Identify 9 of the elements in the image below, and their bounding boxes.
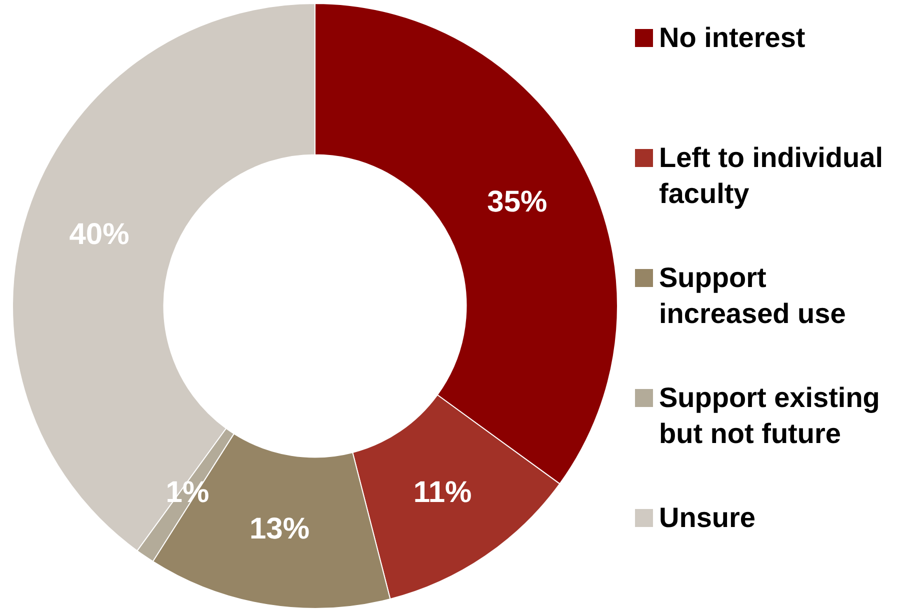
legend-label: Unsure xyxy=(659,501,756,535)
legend-label: Support increased use xyxy=(659,261,847,331)
data-label: 13% xyxy=(249,512,310,546)
legend-label: No interest xyxy=(659,21,806,55)
data-label: 11% xyxy=(413,476,472,509)
data-label: 35% xyxy=(487,185,548,218)
legend-label: Support existing but not future xyxy=(659,381,881,451)
legend-label: Left to individual faculty xyxy=(659,141,884,211)
data-label: 40% xyxy=(69,218,130,252)
